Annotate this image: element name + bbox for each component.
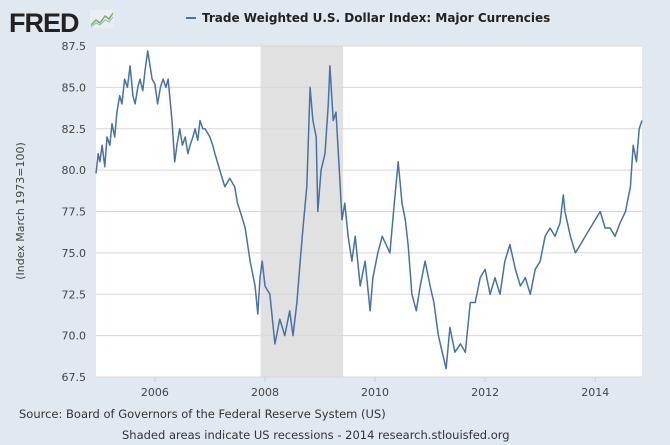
x-tick-label: 2014 — [581, 386, 609, 399]
x-tick-label: 2008 — [251, 386, 279, 399]
y-tick-label: 77.5 — [62, 206, 87, 219]
x-tick-label: 2012 — [471, 386, 499, 399]
legend-swatch — [186, 17, 196, 19]
y-tick-label: 70.0 — [62, 330, 87, 343]
logo-graph-icon — [90, 10, 114, 28]
x-tick-label: 2010 — [361, 386, 389, 399]
gridlines — [96, 45, 642, 378]
y-tick-label: 87.5 — [62, 40, 87, 53]
source-note: Source: Board of Governors of the Federa… — [19, 407, 386, 421]
y-tick-label: 67.5 — [62, 371, 87, 384]
y-axis-ticks: 67.5 70.0 72.5 75.0 77.5 80.0 82.5 85.0 87.5 — [62, 40, 87, 384]
x-tick-label: 2006 — [141, 386, 169, 399]
fred-logo[interactable]: FRED — [9, 8, 79, 38]
y-tick-label: 85.0 — [62, 81, 87, 94]
series-line — [95, 50, 643, 370]
legend-label: Trade Weighted U.S. Dollar Index: Major … — [202, 11, 551, 25]
x-axis-ticks: 2006 2008 2010 2012 2014 — [141, 377, 609, 399]
y-tick-label: 75.0 — [62, 247, 87, 260]
chart-legend: Trade Weighted U.S. Dollar Index: Major … — [186, 11, 550, 25]
y-tick-label: 72.5 — [62, 288, 87, 301]
y-tick-label: 80.0 — [62, 164, 87, 177]
recession-note: Shaded areas indicate US recessions - 20… — [122, 428, 510, 442]
y-axis-label: (Index March 1973=100) — [14, 142, 27, 280]
y-tick-label: 82.5 — [62, 123, 87, 136]
